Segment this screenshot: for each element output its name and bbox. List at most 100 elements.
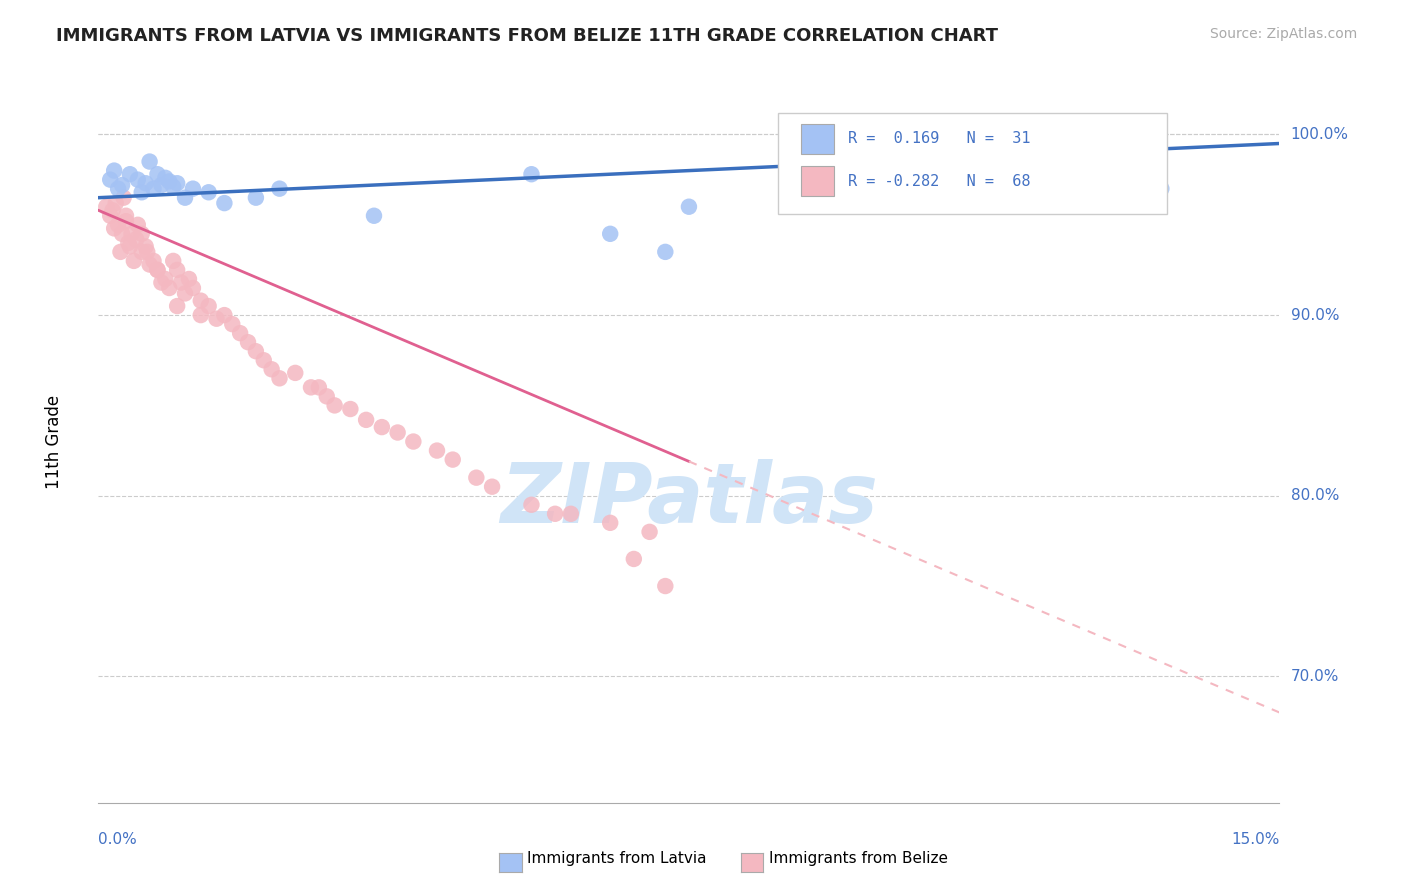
Point — [236, 335, 259, 350]
Point — [638, 524, 661, 539]
Point — [796, 191, 818, 205]
Point — [174, 191, 197, 205]
Point — [110, 244, 132, 259]
Point — [245, 344, 267, 359]
Point — [142, 181, 165, 195]
Point — [111, 227, 134, 241]
Point — [146, 167, 169, 181]
Point — [269, 371, 291, 385]
Point — [181, 181, 204, 195]
Point — [177, 272, 200, 286]
Point — [103, 163, 125, 178]
Point — [229, 326, 252, 341]
Point — [269, 181, 291, 195]
Point — [205, 311, 228, 326]
Point — [117, 235, 139, 250]
Point — [166, 176, 188, 190]
Text: Immigrants from Belize: Immigrants from Belize — [769, 851, 948, 865]
Point — [118, 167, 141, 181]
Point — [103, 221, 125, 235]
Point — [323, 398, 346, 412]
Point — [121, 227, 143, 241]
Point — [135, 176, 157, 190]
Point — [221, 317, 243, 331]
Point — [107, 218, 129, 232]
Point — [190, 308, 212, 322]
Point — [157, 174, 180, 188]
Point — [162, 254, 184, 268]
Point — [107, 181, 129, 195]
Point — [654, 244, 676, 259]
Point — [197, 299, 219, 313]
Point — [197, 186, 219, 200]
Point — [131, 186, 153, 200]
Text: 11th Grade: 11th Grade — [45, 394, 62, 489]
Point — [599, 227, 621, 241]
Point — [146, 263, 169, 277]
Point — [354, 413, 377, 427]
Text: 90.0%: 90.0% — [1291, 308, 1339, 323]
Point — [174, 286, 197, 301]
Point — [465, 470, 488, 484]
Point — [339, 402, 361, 417]
Point — [135, 239, 157, 253]
Point — [127, 172, 149, 186]
Point — [115, 209, 138, 223]
Text: 15.0%: 15.0% — [1232, 831, 1279, 847]
Text: 0.0%: 0.0% — [98, 831, 138, 847]
Point — [181, 281, 204, 295]
FancyBboxPatch shape — [801, 166, 834, 196]
Point — [654, 579, 676, 593]
Point — [623, 552, 645, 566]
Point — [155, 170, 177, 185]
Point — [481, 480, 503, 494]
Point — [953, 178, 976, 192]
Point — [245, 191, 267, 205]
Point — [115, 214, 138, 228]
Point — [157, 281, 180, 295]
Text: R = -0.282   N =  68: R = -0.282 N = 68 — [848, 174, 1031, 188]
Point — [125, 232, 148, 246]
Point — [363, 209, 385, 223]
Point — [260, 362, 283, 376]
Point — [214, 308, 236, 322]
Point — [520, 167, 543, 181]
Point — [146, 263, 169, 277]
Point — [441, 452, 464, 467]
Point — [138, 258, 160, 272]
FancyBboxPatch shape — [778, 112, 1167, 214]
Point — [104, 196, 127, 211]
Point — [678, 200, 700, 214]
Point — [162, 179, 184, 194]
Point — [520, 498, 543, 512]
Point — [214, 196, 236, 211]
Point — [150, 276, 173, 290]
Point — [190, 293, 212, 308]
Point — [101, 203, 124, 218]
Text: R =  0.169   N =  31: R = 0.169 N = 31 — [848, 131, 1031, 146]
Text: 80.0%: 80.0% — [1291, 488, 1339, 503]
Point — [127, 218, 149, 232]
Point — [155, 272, 177, 286]
Point — [426, 443, 449, 458]
Point — [315, 389, 337, 403]
Point — [136, 244, 159, 259]
Point — [166, 263, 188, 277]
Point — [560, 507, 582, 521]
Point — [1150, 181, 1173, 195]
Point — [112, 191, 135, 205]
Point — [299, 380, 322, 394]
Point — [142, 254, 165, 268]
Point — [138, 154, 160, 169]
Point — [122, 254, 145, 268]
Text: Immigrants from Latvia: Immigrants from Latvia — [527, 851, 707, 865]
Point — [118, 239, 141, 253]
Point — [150, 178, 173, 192]
Point — [402, 434, 425, 449]
Point — [131, 244, 153, 259]
Text: 70.0%: 70.0% — [1291, 669, 1339, 684]
Point — [284, 366, 307, 380]
Text: IMMIGRANTS FROM LATVIA VS IMMIGRANTS FROM BELIZE 11TH GRADE CORRELATION CHART: IMMIGRANTS FROM LATVIA VS IMMIGRANTS FRO… — [56, 27, 998, 45]
Point — [308, 380, 330, 394]
Point — [111, 178, 134, 192]
